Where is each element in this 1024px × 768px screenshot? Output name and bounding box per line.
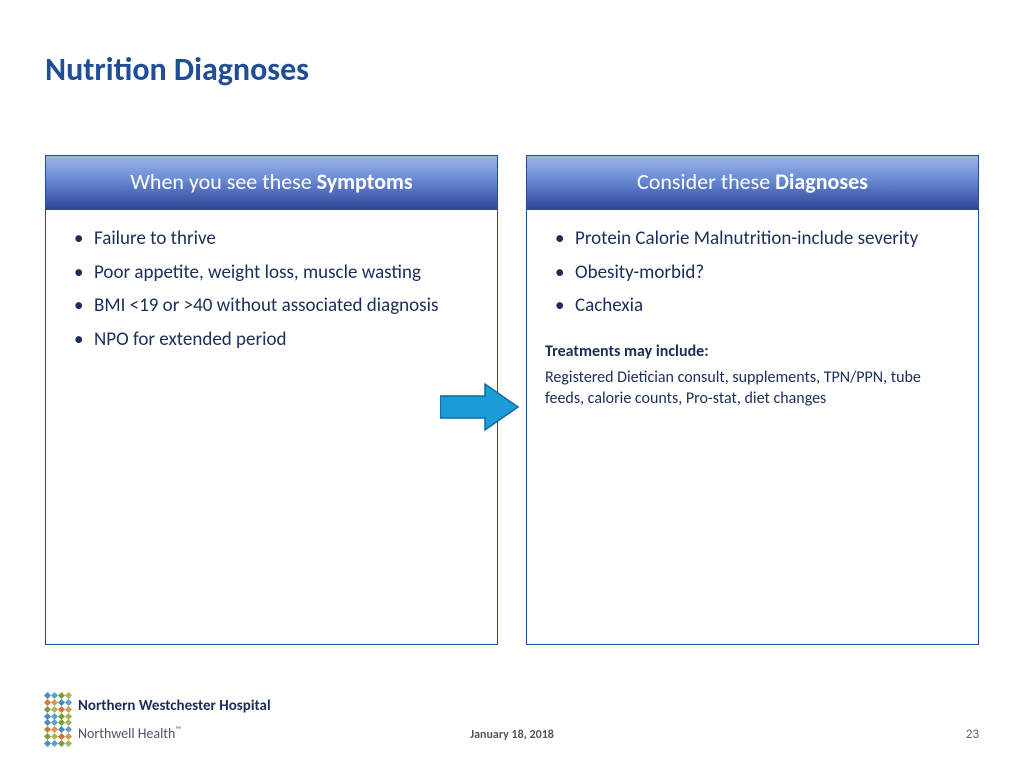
symptoms-panel-header: When you see these Symptoms <box>46 156 497 210</box>
org-logo: Northern Westchester Hospital Northwell … <box>45 693 271 746</box>
symptoms-panel: When you see these Symptoms Failure to t… <box>45 155 498 645</box>
org-name-secondary: Northwell Health™ <box>78 725 181 742</box>
diagnoses-list: Protein Calorie Malnutrition-include sev… <box>555 226 960 319</box>
diagnoses-header-prefix: Consider these <box>637 168 775 195</box>
list-item: Cachexia <box>555 293 960 319</box>
diagnoses-panel-body: Protein Calorie Malnutrition-include sev… <box>527 210 978 426</box>
slide: Nutrition Diagnoses When you see these S… <box>0 0 1024 768</box>
list-item: NPO for extended period <box>74 327 479 353</box>
org-name-secondary-text: Northwell Health <box>78 725 175 742</box>
page-title: Nutrition Diagnoses <box>45 50 309 89</box>
symptoms-list: Failure to thrive Poor appetite, weight … <box>74 226 479 353</box>
treatments-text: Registered Dietician consult, supplement… <box>545 367 960 410</box>
diagnoses-panel-header: Consider these Diagnoses <box>527 156 978 210</box>
footer-date: January 18, 2018 <box>470 728 554 742</box>
diagnoses-header-bold: Diagnoses <box>775 168 868 195</box>
symptoms-header-bold: Symptoms <box>317 168 413 195</box>
arrow-icon <box>440 382 520 432</box>
org-name-primary: Northern Westchester Hospital <box>78 697 271 715</box>
page-number: 23 <box>966 727 979 742</box>
list-item: Failure to thrive <box>74 226 479 252</box>
trademark-icon: ™ <box>175 725 181 735</box>
symptoms-panel-body: Failure to thrive Poor appetite, weight … <box>46 210 497 377</box>
logo-row-2: Northwell Health™ <box>45 720 271 746</box>
slide-footer: Northern Westchester Hospital Northwell … <box>0 706 1024 746</box>
symptoms-header-prefix: When you see these <box>130 168 316 195</box>
logo-row-1: Northern Westchester Hospital <box>45 693 271 719</box>
list-item: Obesity-morbid? <box>555 260 960 286</box>
treatments-label: Treatments may include: <box>545 341 960 363</box>
logo-dots-icon <box>45 693 71 719</box>
diagnoses-panel: Consider these Diagnoses Protein Calorie… <box>526 155 979 645</box>
list-item: BMI <19 or >40 without associated diagno… <box>74 293 479 319</box>
list-item: Protein Calorie Malnutrition-include sev… <box>555 226 960 252</box>
logo-dots-icon <box>45 720 71 746</box>
arrow-shape <box>440 384 518 430</box>
list-item: Poor appetite, weight loss, muscle wasti… <box>74 260 479 286</box>
